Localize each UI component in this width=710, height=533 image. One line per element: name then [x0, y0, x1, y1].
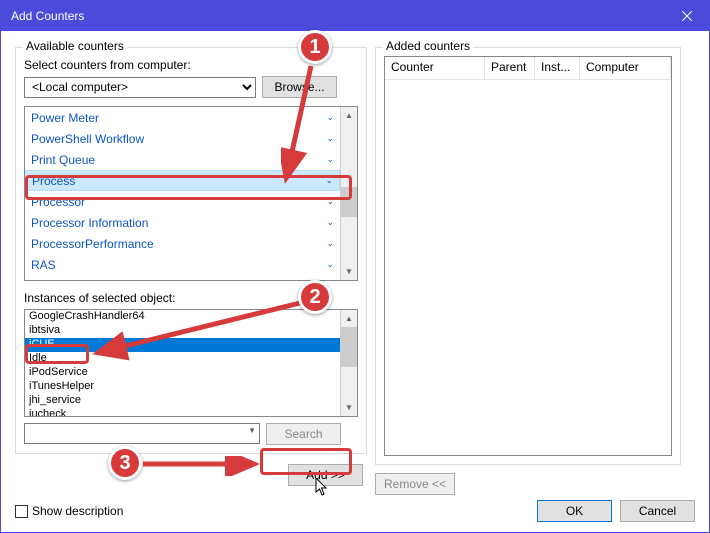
instance-item[interactable]: iTunesHelper [25, 380, 340, 394]
col-computer[interactable]: Computer [580, 57, 671, 79]
browse-button[interactable]: Browse... [262, 76, 337, 98]
col-parent[interactable]: Parent [485, 57, 535, 79]
instance-item[interactable]: ibtsiva [25, 324, 340, 338]
chevron-down-icon[interactable]: ▼ [248, 426, 256, 435]
cancel-button[interactable]: Cancel [620, 500, 695, 522]
show-description-checkbox[interactable]: Show description [15, 504, 123, 518]
scroll-up-icon[interactable]: ▲ [341, 107, 357, 124]
added-table-header: Counter Parent Inst... Computer [385, 57, 671, 80]
counter-item[interactable]: ProcessorPerformance⌄ [25, 233, 340, 254]
instance-item[interactable]: iCUE [25, 338, 340, 352]
counter-item[interactable]: Print Queue⌄ [25, 149, 340, 170]
added-group-label: Added counters [383, 39, 473, 53]
counter-item[interactable]: RAS⌄ [25, 254, 340, 275]
counter-item[interactable]: Processor Information⌄ [25, 212, 340, 233]
added-table[interactable]: Counter Parent Inst... Computer [384, 56, 672, 456]
available-counters-group: Available counters Select counters from … [15, 47, 367, 454]
instances-scrollbar[interactable]: ▲ ▼ [340, 310, 357, 416]
close-button[interactable] [664, 1, 709, 31]
show-description-label: Show description [32, 504, 123, 518]
annotation-badge-1: 1 [298, 30, 332, 64]
computer-select[interactable]: <Local computer> [24, 77, 256, 98]
counter-list[interactable]: Power Meter⌄PowerShell Workflow⌄Print Qu… [24, 106, 358, 281]
col-inst[interactable]: Inst... [535, 57, 580, 79]
search-button[interactable]: Search [266, 423, 341, 445]
add-button[interactable]: Add >> [288, 464, 363, 486]
col-counter[interactable]: Counter [385, 57, 485, 79]
ok-button[interactable]: OK [537, 500, 612, 522]
scroll-up-icon[interactable]: ▲ [341, 310, 357, 327]
instance-search-input[interactable] [24, 423, 260, 444]
window-title: Add Counters [11, 9, 84, 23]
instance-item[interactable]: iPodService [25, 366, 340, 380]
instance-item[interactable]: GoogleCrashHandler64 [25, 310, 340, 324]
annotation-badge-3: 3 [108, 446, 142, 480]
title-bar: Add Counters [1, 1, 709, 31]
counter-item[interactable]: Process⌄ [25, 170, 340, 191]
counter-scrollbar[interactable]: ▲ ▼ [340, 107, 357, 280]
scroll-down-icon[interactable]: ▼ [341, 263, 357, 280]
counter-item[interactable]: PowerShell Workflow⌄ [25, 128, 340, 149]
instance-item[interactable]: jucheck [25, 408, 340, 416]
instance-item[interactable]: Idle [25, 352, 340, 366]
available-group-label: Available counters [23, 39, 127, 53]
annotation-badge-2: 2 [298, 280, 332, 314]
scroll-down-icon[interactable]: ▼ [341, 399, 357, 416]
counter-item[interactable]: Power Meter⌄ [25, 107, 340, 128]
dialog-footer: Show description OK Cancel [1, 490, 709, 532]
instance-item[interactable]: jhi_service [25, 394, 340, 408]
added-counters-group: Added counters Counter Parent Inst... Co… [375, 47, 681, 465]
instances-list[interactable]: GoogleCrashHandler64ibtsivaiCUEIdleiPodS… [24, 309, 358, 417]
checkbox-icon[interactable] [15, 505, 28, 518]
counter-item[interactable]: Processor⌄ [25, 191, 340, 212]
scroll-thumb[interactable] [341, 187, 357, 217]
scroll-thumb[interactable] [341, 327, 357, 367]
